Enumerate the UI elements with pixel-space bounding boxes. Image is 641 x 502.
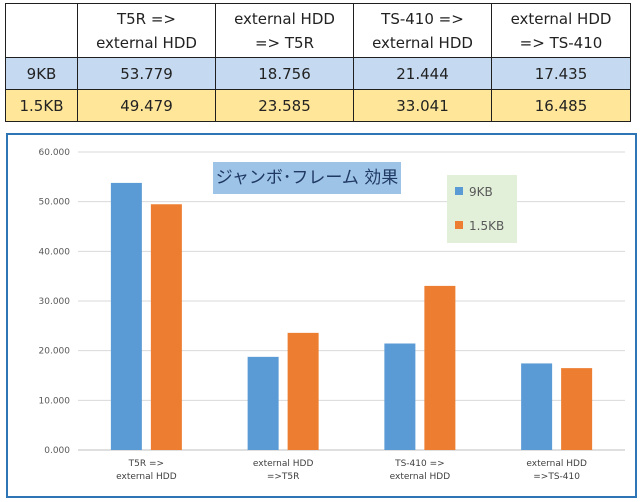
x-category-label: =>T5R <box>267 472 300 482</box>
header-cell: TS-410 => external HDD <box>353 3 492 58</box>
y-tick-label: 10.000 <box>39 396 71 406</box>
legend-label: 1.5KB <box>469 219 504 233</box>
x-category-label: T5R => <box>128 459 164 469</box>
y-tick-label: 0.000 <box>44 446 70 456</box>
legend-label: 9KB <box>469 185 493 199</box>
table-cell: 17.435 <box>491 57 631 90</box>
bar-9kb <box>384 343 416 450</box>
y-tick-label: 20.000 <box>39 347 71 357</box>
header-cell-empty <box>5 3 78 58</box>
table-cell: 49.479 <box>77 89 216 122</box>
y-tick-label: 60.000 <box>39 148 71 158</box>
y-tick-label: 50.000 <box>39 198 71 208</box>
table-cell: 53.779 <box>77 57 216 90</box>
bar-1-5kb <box>424 285 456 450</box>
legend: 9KB 1.5KB <box>447 175 517 243</box>
table-row: 1.5KB 49.479 23.585 33.041 16.485 <box>5 89 631 122</box>
x-category-label: external HDD <box>253 459 314 469</box>
table-cell: 18.756 <box>215 57 354 90</box>
table-header-row: T5R => external HDD external HDD => T5R … <box>5 3 631 58</box>
row-label: 1.5KB <box>5 89 78 122</box>
chart-title: ジャンボ･フレーム 効果 <box>213 162 401 194</box>
header-cell: T5R => external HDD <box>77 3 216 58</box>
bar-1-5kb <box>150 204 182 450</box>
data-table: T5R => external HDD external HDD => T5R … <box>5 3 631 122</box>
y-tick-label: 40.000 <box>39 247 71 257</box>
x-category-label: external HDD <box>390 472 451 482</box>
table-cell: 33.041 <box>353 89 492 122</box>
table-row: 9KB 53.779 18.756 21.444 17.435 <box>5 57 631 90</box>
chart-frame: 0.000 10.000 20.000 30.000 40.000 50.000 60.00… <box>6 133 637 498</box>
table-cell: 21.444 <box>353 57 492 90</box>
legend-swatch <box>455 221 463 229</box>
x-category-label: external HDD <box>116 472 177 482</box>
legend-swatch <box>455 187 463 195</box>
y-tick-label: 30.000 <box>39 297 71 307</box>
bar-chart: 0.000 10.000 20.000 30.000 40.000 50.000 60.00… <box>39 148 625 482</box>
bar-9kb <box>110 182 142 450</box>
x-category-label: =>TS-410 <box>533 472 580 482</box>
header-cell: external HDD => T5R <box>215 3 354 58</box>
bar-1-5kb <box>287 332 319 450</box>
bar-9kb <box>247 356 279 450</box>
row-label: 9KB <box>5 57 78 90</box>
table-cell: 16.485 <box>491 89 631 122</box>
bar-9kb <box>521 363 553 450</box>
table-cell: 23.585 <box>215 89 354 122</box>
legend-svg: 9KB 1.5KB <box>455 185 504 233</box>
header-cell: external HDD => TS-410 <box>491 3 631 58</box>
bar-1-5kb <box>561 368 593 450</box>
x-category-label: TS-410 => <box>394 459 445 469</box>
x-category-label: external HDD <box>526 459 587 469</box>
